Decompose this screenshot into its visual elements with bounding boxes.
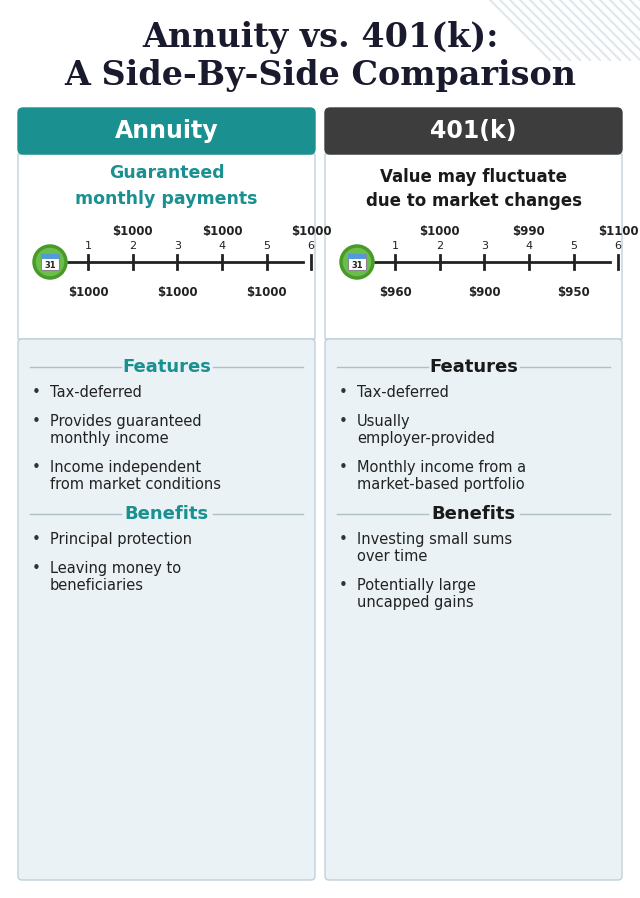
Text: Leaving money to: Leaving money to [50,561,181,576]
Text: Tax-deferred: Tax-deferred [50,385,142,400]
Text: •: • [339,385,348,400]
Text: 401(k): 401(k) [430,119,516,143]
Bar [41,254,59,270]
Text: •: • [339,578,348,593]
Text: 1: 1 [84,241,92,251]
FancyBboxPatch shape [18,154,315,339]
Text: $950: $950 [557,286,590,299]
Circle shape [341,246,373,278]
Text: A Side-By-Side Comparison: A Side-By-Side Comparison [64,58,576,92]
Text: $1000: $1000 [419,225,460,238]
Text: 4: 4 [218,241,225,251]
Text: employer-provided: employer-provided [357,431,495,446]
Text: $1000: $1000 [68,286,109,299]
Text: •: • [31,561,40,576]
Text: 5: 5 [570,241,577,251]
Bar [348,254,366,270]
Text: Potentially large: Potentially large [357,578,476,593]
Text: Investing small sums: Investing small sums [357,532,512,547]
Text: $1000: $1000 [246,286,287,299]
Text: $960: $960 [379,286,412,299]
Text: •: • [31,414,40,429]
Text: •: • [31,460,40,475]
Text: Provides guaranteed: Provides guaranteed [50,414,202,429]
FancyBboxPatch shape [18,339,315,880]
Text: Features: Features [429,358,518,376]
Text: •: • [31,385,40,400]
Text: uncapped gains: uncapped gains [357,595,474,610]
Text: Annuity: Annuity [115,119,218,143]
Text: $900: $900 [468,286,500,299]
Text: beneficiaries: beneficiaries [50,578,144,593]
Text: Monthly income from a: Monthly income from a [357,460,526,475]
Text: $1000: $1000 [202,225,243,238]
Text: •: • [339,460,348,475]
Text: Benefits: Benefits [124,505,209,523]
Text: market-based portfolio: market-based portfolio [357,477,525,492]
Text: Usually: Usually [357,414,411,429]
Text: 3: 3 [481,241,488,251]
Text: 5: 5 [263,241,270,251]
Text: •: • [31,532,40,547]
FancyBboxPatch shape [18,108,315,154]
Text: 2: 2 [129,241,136,251]
Bar [348,254,366,259]
Text: 31: 31 [351,261,363,270]
Text: Principal protection: Principal protection [50,532,192,547]
FancyBboxPatch shape [325,339,622,880]
Text: 3: 3 [174,241,181,251]
Text: Benefits: Benefits [431,505,516,523]
Text: 31: 31 [44,261,56,270]
Text: $1000: $1000 [157,286,198,299]
Text: Features: Features [122,358,211,376]
Text: over time: over time [357,549,428,564]
Text: from market conditions: from market conditions [50,477,221,492]
Text: Guaranteed
monthly payments: Guaranteed monthly payments [76,164,258,207]
Text: •: • [339,532,348,547]
Bar [41,254,59,259]
Text: 2: 2 [436,241,444,251]
Text: •: • [339,414,348,429]
FancyBboxPatch shape [325,108,622,154]
Text: Value may fluctuate
due to market changes: Value may fluctuate due to market change… [365,168,582,210]
Text: monthly income: monthly income [50,431,168,446]
Text: $1100: $1100 [598,225,639,238]
Text: Annuity vs. 401(k):: Annuity vs. 401(k): [141,22,499,55]
Text: 6: 6 [308,241,315,251]
Circle shape [34,246,66,278]
Text: Income independent: Income independent [50,460,201,475]
Text: 4: 4 [525,241,532,251]
Text: $1000: $1000 [113,225,153,238]
Text: $990: $990 [513,225,545,238]
Text: 6: 6 [614,241,621,251]
Text: Tax-deferred: Tax-deferred [357,385,449,400]
Text: $1000: $1000 [291,225,332,238]
FancyBboxPatch shape [325,154,622,339]
Text: 1: 1 [392,241,399,251]
